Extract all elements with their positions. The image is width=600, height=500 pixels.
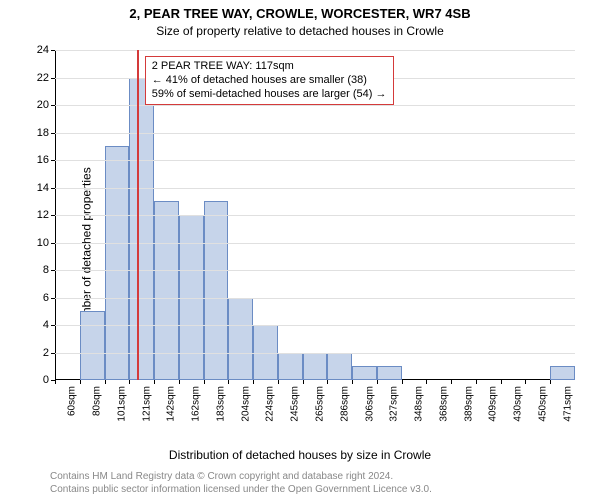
y-tick-mark (51, 298, 55, 299)
grid-line (55, 243, 575, 244)
y-tick-mark (51, 215, 55, 216)
histogram-bar (278, 353, 303, 381)
plot-area: 02468101214161820222460sqm80sqm101sqm121… (55, 50, 575, 380)
x-tick-mark (80, 380, 81, 384)
footer-line-2: Contains public sector information licen… (50, 484, 590, 497)
y-tick-mark (51, 270, 55, 271)
x-tick-label: 327sqm (387, 386, 400, 422)
grid-line (55, 298, 575, 299)
histogram-bar (550, 366, 575, 380)
x-tick-label: 245sqm (288, 386, 301, 422)
grid-line (55, 188, 575, 189)
footer-line-1: Contains HM Land Registry data © Crown c… (50, 471, 590, 484)
marker-line (137, 50, 139, 380)
annotation-line-2: ← 41% of detached houses are smaller (38… (152, 74, 387, 88)
histogram-bar (352, 366, 377, 380)
annotation-box: 2 PEAR TREE WAY: 117sqm← 41% of detached… (145, 56, 394, 105)
y-tick-mark (51, 243, 55, 244)
y-tick-mark (51, 133, 55, 134)
y-tick-mark (51, 160, 55, 161)
chart-subtitle: Size of property relative to detached ho… (0, 24, 600, 38)
x-tick-label: 224sqm (263, 386, 276, 422)
x-tick-label: 162sqm (189, 386, 202, 422)
grid-line (55, 50, 575, 51)
y-tick-mark (51, 50, 55, 51)
x-tick-label: 409sqm (486, 386, 499, 422)
x-tick-label: 389sqm (461, 386, 474, 422)
x-tick-mark (253, 380, 254, 384)
x-tick-label: 471sqm (560, 386, 573, 422)
x-tick-mark (402, 380, 403, 384)
annotation-line-1: 2 PEAR TREE WAY: 117sqm (152, 60, 387, 74)
x-tick-mark (179, 380, 180, 384)
x-tick-mark (228, 380, 229, 384)
x-tick-mark (129, 380, 130, 384)
histogram-bar (377, 366, 402, 380)
x-tick-label: 286sqm (337, 386, 350, 422)
x-tick-mark (501, 380, 502, 384)
footer-attribution: Contains HM Land Registry data © Crown c… (50, 471, 590, 496)
grid-line (55, 215, 575, 216)
x-tick-mark (204, 380, 205, 384)
x-tick-label: 60sqm (65, 386, 78, 416)
histogram-chart: 2, PEAR TREE WAY, CROWLE, WORCESTER, WR7… (0, 0, 600, 500)
grid-line (55, 270, 575, 271)
grid-line (55, 160, 575, 161)
x-tick-mark (303, 380, 304, 384)
x-tick-label: 204sqm (238, 386, 251, 422)
x-tick-label: 430sqm (511, 386, 524, 422)
x-tick-mark (550, 380, 551, 384)
x-tick-mark (105, 380, 106, 384)
x-tick-mark (426, 380, 427, 384)
x-tick-label: 368sqm (436, 386, 449, 422)
grid-line (55, 325, 575, 326)
x-tick-label: 450sqm (535, 386, 548, 422)
x-tick-label: 265sqm (313, 386, 326, 422)
histogram-bar (80, 311, 105, 380)
x-tick-mark (525, 380, 526, 384)
histogram-bar (228, 298, 253, 381)
y-tick-mark (51, 325, 55, 326)
x-tick-mark (451, 380, 452, 384)
y-tick-mark (51, 78, 55, 79)
grid-line (55, 133, 575, 134)
x-tick-mark (55, 380, 56, 384)
grid-line (55, 353, 575, 354)
x-tick-mark (327, 380, 328, 384)
x-tick-label: 80sqm (90, 386, 103, 416)
histogram-bar (327, 353, 352, 381)
x-tick-label: 348sqm (412, 386, 425, 422)
x-tick-mark (154, 380, 155, 384)
x-tick-label: 101sqm (114, 386, 127, 422)
y-tick-mark (51, 353, 55, 354)
chart-title: 2, PEAR TREE WAY, CROWLE, WORCESTER, WR7… (0, 6, 600, 21)
x-tick-mark (476, 380, 477, 384)
x-tick-mark (278, 380, 279, 384)
x-axis-label: Distribution of detached houses by size … (0, 448, 600, 462)
x-tick-label: 142sqm (164, 386, 177, 422)
x-tick-label: 183sqm (213, 386, 226, 422)
x-tick-label: 121sqm (139, 386, 152, 422)
annotation-line-3: 59% of semi-detached houses are larger (… (152, 88, 387, 102)
histogram-bar (303, 353, 328, 381)
y-tick-mark (51, 105, 55, 106)
x-tick-mark (352, 380, 353, 384)
histogram-bar (105, 146, 130, 380)
y-tick-mark (51, 188, 55, 189)
histogram-bar (129, 78, 154, 381)
x-tick-mark (377, 380, 378, 384)
x-tick-label: 306sqm (362, 386, 375, 422)
